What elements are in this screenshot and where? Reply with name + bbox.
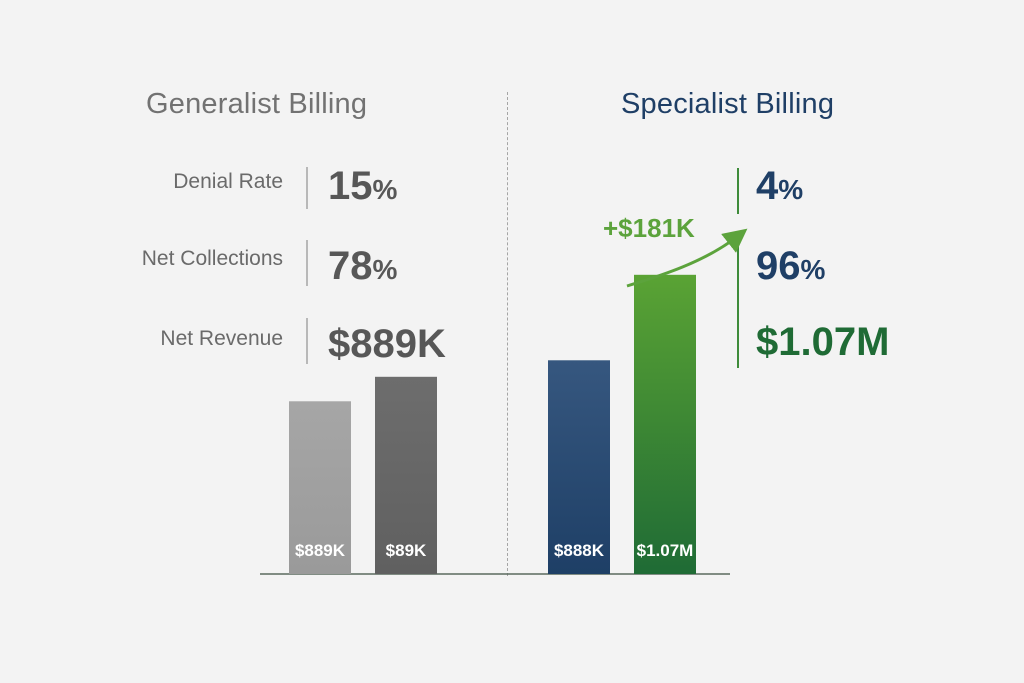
right-metric-separator bbox=[737, 244, 739, 368]
denial-rate-label: Denial Rate bbox=[173, 170, 283, 193]
generalist-denial-rate-value: 15% bbox=[328, 164, 398, 208]
bar-value-label: $1.07M bbox=[637, 541, 694, 560]
specialist-billing-title: Specialist Billing bbox=[621, 88, 835, 120]
bar-generalist-billing-0 bbox=[289, 401, 351, 574]
bar-generalist-billing-1 bbox=[375, 376, 437, 574]
generalist-billing-title: Generalist Billing bbox=[146, 88, 368, 120]
bar-specialist-billing-1 bbox=[634, 274, 696, 574]
specialist-net-revenue-value: $1.07M bbox=[756, 320, 890, 364]
bar-value-label: $889K bbox=[295, 541, 346, 560]
growth-arrow-icon bbox=[626, 228, 748, 288]
revenue-delta-label: +$181K bbox=[603, 213, 695, 243]
bar-specialist-billing-0 bbox=[548, 360, 610, 574]
right-metric-separator bbox=[737, 168, 739, 214]
center-divider bbox=[507, 92, 508, 576]
generalist-net-revenue-value: $889K bbox=[328, 322, 446, 366]
metric-separator bbox=[306, 318, 308, 364]
bar-value-label: $888K bbox=[554, 541, 605, 560]
net-revenue-label: Net Revenue bbox=[160, 327, 283, 350]
specialist-denial-rate-value: 4% bbox=[756, 164, 804, 208]
bar-value-label: $89K bbox=[386, 541, 427, 560]
metric-separator bbox=[306, 240, 308, 286]
specialist-net-collections-value: 96% bbox=[756, 244, 826, 288]
generalist-net-collections-value: 78% bbox=[328, 244, 398, 288]
metric-separator bbox=[306, 167, 308, 209]
net-collections-label: Net Collections bbox=[141, 247, 283, 270]
